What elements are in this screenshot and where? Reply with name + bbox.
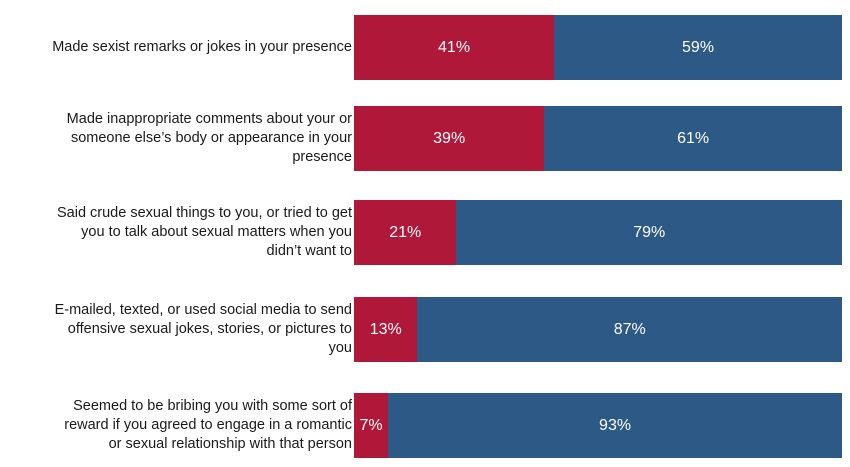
category-label-line: Made sexist remarks or jokes in your pre… xyxy=(52,39,352,55)
category-label-line: someone else’s body or appearance in you… xyxy=(70,130,352,146)
bar-segment-no: 79% xyxy=(456,200,842,265)
category-label-line: E-mailed, texted, or used social media t… xyxy=(54,302,352,318)
category-label-line: Seemed to be bribing you with some sort … xyxy=(73,398,352,414)
data-label: 13% xyxy=(369,320,402,338)
category-label-line: Said crude sexual things to you, or trie… xyxy=(56,205,352,221)
category-label-line: offensive sexual jokes, stories, or pict… xyxy=(67,321,352,337)
bar-segment-yes: 39% xyxy=(354,106,545,171)
category-label-line: Made inappropriate comments about your o… xyxy=(66,111,352,127)
bar-segment-no: 93% xyxy=(388,393,842,458)
data-label: 41% xyxy=(438,38,471,56)
category-label-line: you to talk about sexual matters when yo… xyxy=(81,224,352,240)
category-label: Seemed to be bribing you with some sort … xyxy=(12,389,352,462)
data-label: 39% xyxy=(433,129,466,147)
category-label: E-mailed, texted, or used social media t… xyxy=(12,293,352,366)
category-label-text: Seemed to be bribing you with some sort … xyxy=(64,397,352,454)
bar-segment-no: 87% xyxy=(417,297,842,362)
bar-segment-yes: 13% xyxy=(354,297,418,362)
category-label: Made inappropriate comments about your o… xyxy=(12,102,352,175)
data-label: 21% xyxy=(389,223,422,241)
bar-segment-yes: 41% xyxy=(354,15,555,80)
category-label-line: you xyxy=(328,340,352,356)
data-label: 7% xyxy=(359,416,383,434)
bar-segment-no: 61% xyxy=(544,106,842,171)
category-label-text: Made inappropriate comments about your o… xyxy=(67,110,352,167)
category-label-line: presence xyxy=(292,149,352,165)
data-label: 79% xyxy=(633,223,666,241)
bar-segment-yes: 7% xyxy=(354,393,389,458)
data-label: 93% xyxy=(599,416,632,434)
category-label-text: Made sexist remarks or jokes in your pre… xyxy=(52,38,352,57)
data-label: 59% xyxy=(682,38,715,56)
category-label-line: or sexual relationship with that person xyxy=(108,436,352,452)
bar-segment-yes: 21% xyxy=(354,200,457,265)
category-label-line: reward if you agreed to engage in a roma… xyxy=(64,417,352,433)
category-label-text: E-mailed, texted, or used social media t… xyxy=(55,301,352,358)
category-label: Said crude sexual things to you, or trie… xyxy=(12,196,352,269)
bar-segment-no: 59% xyxy=(554,15,842,80)
category-label-text: Said crude sexual things to you, or trie… xyxy=(57,204,352,261)
category-label-line: didn’t want to xyxy=(266,243,352,259)
data-label: 87% xyxy=(613,320,646,338)
category-label: Made sexist remarks or jokes in your pre… xyxy=(12,11,352,84)
data-label: 61% xyxy=(677,129,710,147)
